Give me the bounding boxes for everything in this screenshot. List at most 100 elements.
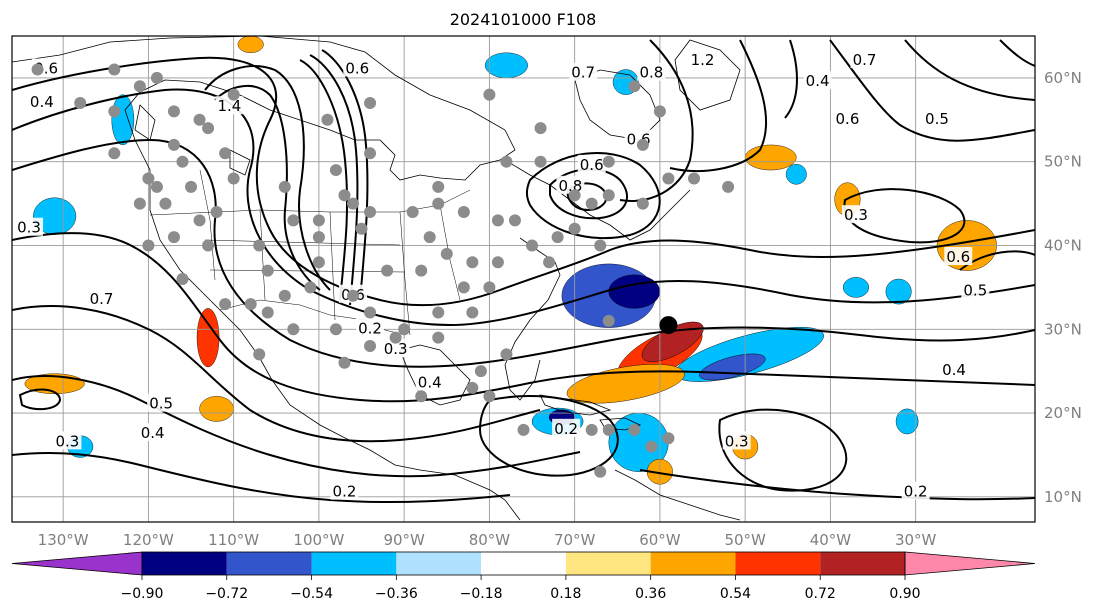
station-point: [142, 239, 155, 252]
station-point: [338, 189, 351, 202]
longitude-label: 40°W: [810, 531, 852, 549]
station-point: [167, 105, 180, 118]
contour-label-background: [901, 481, 930, 500]
contour-label-background: [556, 175, 585, 194]
station-point: [543, 256, 556, 269]
contour-label-background: [356, 318, 385, 337]
station-point: [432, 197, 445, 210]
station-point: [636, 197, 649, 210]
station-point: [304, 281, 317, 294]
contour-label: 0.5: [149, 395, 173, 413]
contour-label-background: [841, 205, 870, 224]
station-point: [415, 264, 428, 277]
latitude-label: 20°N: [1044, 404, 1082, 422]
station-point: [210, 205, 223, 218]
contour-label-background: [940, 360, 969, 379]
station-point: [202, 239, 215, 252]
map-frame: [11, 35, 1036, 523]
contour-label-background: [27, 92, 56, 111]
station-point: [534, 122, 547, 135]
colorbar-tick-label: −0.18: [460, 586, 503, 602]
colorbar-segment: [142, 552, 227, 575]
station-point: [594, 465, 607, 478]
latitude-label: 50°N: [1044, 153, 1082, 171]
contour-label-background: [330, 481, 359, 500]
longitude-label: 70°W: [554, 531, 596, 549]
contour-label-background: [803, 71, 832, 90]
negative-anomaly: [885, 278, 912, 305]
station-point: [483, 281, 496, 294]
station-point: [551, 231, 564, 244]
station-point: [534, 155, 547, 168]
contour-lines: [12, 39, 1035, 504]
station-point: [108, 105, 121, 118]
negative-anomaly: [484, 52, 528, 79]
station-point: [466, 381, 479, 394]
station-point: [278, 289, 291, 302]
contour-label-background: [343, 58, 372, 77]
station-point: [500, 348, 513, 361]
station-point: [432, 180, 445, 193]
contour-label-background: [688, 50, 717, 69]
station-point: [312, 256, 325, 269]
contour-label-background: [577, 154, 606, 173]
storm-center-marker: [659, 316, 678, 335]
longitude-label: 120°W: [123, 531, 174, 549]
station-point: [193, 113, 206, 126]
station-point: [193, 214, 206, 227]
station-point: [568, 222, 581, 235]
colorbar-segment: [735, 552, 821, 575]
station-point: [355, 222, 368, 235]
station-point: [364, 205, 377, 218]
station-point: [31, 63, 44, 76]
station-point: [364, 147, 377, 160]
station-point: [176, 155, 189, 168]
contour-label: 0.2: [358, 319, 382, 337]
contour-label-background: [637, 62, 666, 81]
longitude-label: 100°W: [293, 531, 344, 549]
station-point: [594, 239, 607, 252]
contour-label: 0.4: [418, 374, 442, 392]
station-point: [227, 88, 240, 101]
station-point: [364, 306, 377, 319]
station-point: [347, 197, 359, 210]
station-point: [688, 172, 700, 185]
contour-label-background: [415, 372, 444, 391]
station-point: [133, 197, 146, 210]
station-point: [167, 138, 180, 151]
negative-anomaly: [608, 274, 661, 309]
positive-anomaly: [199, 396, 234, 422]
colorbar-tick-label: 0.54: [720, 586, 751, 602]
station-point: [585, 197, 598, 210]
contour-label-background: [15, 217, 44, 236]
longitude-label: 90°W: [383, 531, 425, 549]
contour-label-background: [138, 423, 167, 442]
contour-label: 0.7: [571, 64, 595, 82]
contour-label: 0.2: [554, 420, 578, 438]
station-point: [329, 164, 342, 177]
contour-label-background: [147, 393, 176, 412]
longitude-label: 60°W: [639, 531, 681, 549]
contour-label: 0.5: [963, 282, 987, 300]
colorbar-segment: [226, 552, 312, 575]
colorbar-tick-label: 0.72: [805, 586, 836, 602]
longitude-label: 80°W: [469, 531, 511, 549]
station-point: [321, 113, 334, 126]
colorbar-extend-low: [11, 551, 143, 576]
station-point: [219, 298, 232, 311]
station-point: [457, 205, 470, 218]
station-point: [389, 331, 402, 344]
contour-label-background: [922, 108, 951, 127]
station-point: [108, 147, 121, 160]
contour-label: 0.7: [90, 290, 114, 308]
colorbar-segment: [396, 552, 482, 575]
positive-anomaly: [744, 144, 797, 171]
colorbar-tick-label: 0.18: [550, 586, 581, 602]
station-point: [133, 80, 146, 93]
longitude-label: 130°W: [38, 531, 89, 549]
contour-label: 0.2: [333, 483, 357, 501]
station-points: [31, 63, 735, 478]
station-point: [466, 256, 479, 269]
negative-anomaly: [895, 408, 919, 435]
